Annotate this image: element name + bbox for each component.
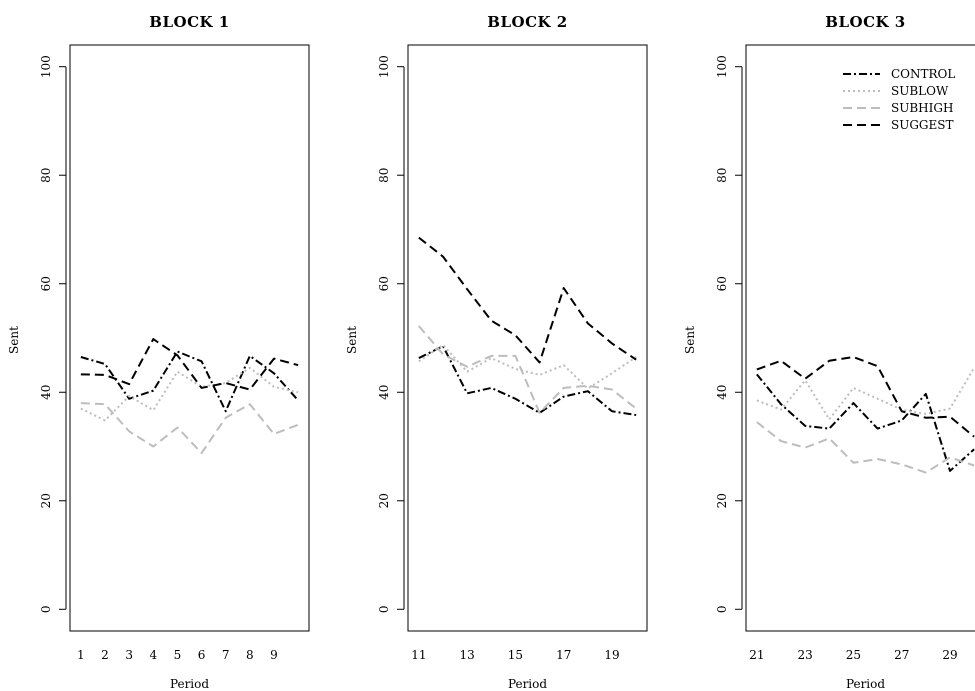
panel-1-series-suggest	[80, 338, 299, 391]
panel-2-y-tick-label: 20	[377, 493, 391, 508]
panel-2-series-subhigh	[418, 325, 637, 414]
panel-3-y-axis-label: Sent	[683, 326, 697, 354]
panel-3-x-tick-label: 21	[749, 648, 764, 662]
panel-1-y-tick-label: 100	[39, 55, 53, 78]
legend-label-sublow: SUBLOW	[891, 84, 949, 98]
panel-2-y-tick-label: 100	[377, 55, 391, 78]
panel-1-x-tick-label: 9	[270, 648, 278, 662]
panel-2-y-axis-label: Sent	[345, 326, 359, 354]
panel-2-series-sublow	[418, 344, 637, 390]
panel-1-x-tick-label: 4	[149, 648, 157, 662]
panel-1-x-tick-label: 3	[125, 648, 133, 662]
panel-2-x-tick-label: 11	[411, 648, 426, 662]
panel-2-y-tick-label: 80	[377, 168, 391, 183]
panel-3-x-tick-label: 25	[846, 648, 861, 662]
panel-1-x-tick-label: 2	[101, 648, 109, 662]
panel-2-x-tick-label: 15	[508, 648, 523, 662]
panel-1-y-tick-label: 80	[39, 168, 53, 183]
legend-label-suggest: SUGGEST	[891, 118, 954, 132]
panel-1-y-tick-label: 40	[39, 385, 53, 400]
panel-1-series-subhigh	[80, 402, 299, 455]
panel-3-legend: CONTROL SUBLOW SUBHIGH SUGGEST	[843, 67, 955, 132]
panel-2-y-tick-label: 40	[377, 385, 391, 400]
legend-label-subhigh: SUBHIGH	[891, 101, 953, 115]
panel-1-y-tick-label: 0	[39, 605, 53, 613]
panel-3-y-tick-label: 60	[715, 276, 729, 291]
panel-3-y-tick-label: 0	[715, 605, 729, 613]
panel-3-y-tick-label: 20	[715, 493, 729, 508]
panel-1-series-control	[80, 350, 299, 413]
panel-2-y-tick-label: 60	[377, 276, 391, 291]
panel-3-frame	[745, 44, 975, 632]
panel-2-y-tick-label: 0	[377, 605, 391, 613]
panel-1-title: BLOCK 1	[149, 13, 229, 31]
panel-2-title: BLOCK 2	[487, 13, 567, 31]
panel-1-y-tick-label: 60	[39, 276, 53, 291]
panel-2-series-control	[418, 345, 637, 417]
panel-3-x-tick-label: 27	[894, 648, 909, 662]
panel-1-series-sublow	[80, 366, 299, 422]
panel-1-y-axis-label: Sent	[7, 326, 21, 354]
legend-label-control: CONTROL	[891, 67, 955, 81]
panel-2-frame	[407, 44, 648, 632]
panel-1-x-tick-label: 8	[246, 648, 254, 662]
panel-2-x-tick-label: 19	[604, 648, 619, 662]
panel-1-x-tick-label: 6	[198, 648, 206, 662]
panel-3-x-tick-label: 23	[798, 648, 813, 662]
panel-1-x-axis-label: Period	[170, 677, 209, 691]
panel-3-x-tick-label: 29	[942, 648, 957, 662]
panel-2-x-tick-label: 17	[556, 648, 571, 662]
panel-2-x-axis-label: Period	[508, 677, 547, 691]
panel-3-title: BLOCK 3	[825, 13, 905, 31]
panel-2-series-suggest	[418, 236, 637, 364]
panel-2-x-tick-label: 13	[460, 648, 475, 662]
panel-3-y-tick-label: 40	[715, 385, 729, 400]
panel-3-series-suggest	[756, 355, 975, 438]
panel-3-y-tick-label: 80	[715, 168, 729, 183]
panel-3-series-subhigh	[756, 421, 975, 474]
panel-1-frame	[69, 44, 310, 632]
panel-3-x-axis-label: Period	[846, 677, 885, 691]
panel-3: BLOCK 3 0 20 40 60 80 100 Sent 21 23 25 27 29 Period C…	[683, 13, 975, 691]
panel-1-x-tick-label: 1	[77, 648, 85, 662]
panel-3-series-control	[756, 373, 975, 472]
panel-3-y-tick-label: 100	[715, 55, 729, 78]
panel-1-x-tick-label: 5	[174, 648, 182, 662]
panel-1-y-tick-label: 20	[39, 493, 53, 508]
panel-1-x-tick-label: 7	[222, 648, 230, 662]
panel-1: BLOCK 1 0 20 40 60 80 100 Sent 1 2 3 4 5 6 7 8 9 Period	[7, 13, 310, 691]
panel-2: BLOCK 2 0 20 40 60 80 100 Sent 11 13 15 17 19 Period	[345, 13, 648, 691]
